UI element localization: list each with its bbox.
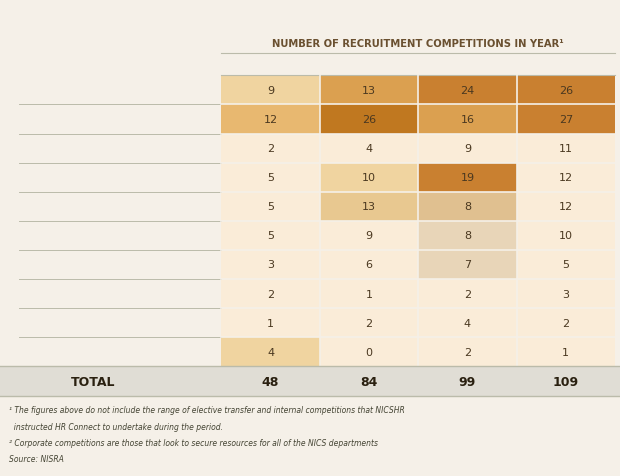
Text: 2: 2 [365,318,373,328]
Text: 48: 48 [262,375,279,388]
Text: 12: 12 [559,173,573,183]
Bar [221,250,320,279]
Text: 9: 9 [267,86,274,96]
Text: 4: 4 [365,144,373,154]
Bar [418,105,516,134]
Bar [221,308,320,337]
Bar [418,250,516,279]
Text: 1: 1 [365,289,373,299]
Text: 4: 4 [464,318,471,328]
Bar [516,337,615,367]
Bar [320,76,418,105]
Text: 84: 84 [360,375,378,388]
Text: 1: 1 [562,347,569,357]
Text: NUMBER OF RECRUITMENT COMPETITIONS IN YEAR¹: NUMBER OF RECRUITMENT COMPETITIONS IN YE… [272,39,564,49]
Bar [516,76,615,105]
Bar [516,192,615,221]
Bar [320,279,418,308]
Bar [516,250,615,279]
Bar [320,337,418,367]
Bar [418,221,516,250]
Text: Source: NISRA: Source: NISRA [9,454,64,463]
Text: 16: 16 [461,115,474,125]
Bar [221,192,320,221]
Text: 10: 10 [559,231,573,241]
Text: 5: 5 [562,260,569,270]
Text: 13: 13 [362,202,376,212]
Bar [320,221,418,250]
Text: 27: 27 [559,115,573,125]
Bar [221,76,320,105]
Bar [516,163,615,192]
Text: 26: 26 [362,115,376,125]
Text: 3: 3 [562,289,569,299]
Bar [320,308,418,337]
Text: 7: 7 [464,260,471,270]
Bar [516,308,615,337]
Bar [418,308,516,337]
Text: 11: 11 [559,144,573,154]
Bar [418,76,516,105]
Bar [418,192,516,221]
Bar [516,279,615,308]
Bar [516,221,615,250]
Text: TOTAL: TOTAL [71,375,115,388]
Text: 99: 99 [459,375,476,388]
Bar [418,163,516,192]
Text: 10: 10 [362,173,376,183]
Text: 2: 2 [464,347,471,357]
Text: 6: 6 [365,260,373,270]
Text: 5: 5 [267,231,274,241]
Text: 5: 5 [267,202,274,212]
Text: ² Corporate competitions are those that look to secure resources for all of the : ² Corporate competitions are those that … [9,438,378,447]
Text: 26: 26 [559,86,573,96]
Text: 3: 3 [267,260,274,270]
Bar [221,337,320,367]
Bar [516,134,615,163]
Bar [221,134,320,163]
Text: 13: 13 [362,86,376,96]
Text: 9: 9 [464,144,471,154]
Bar [320,192,418,221]
Bar [221,105,320,134]
Bar [221,163,320,192]
Text: 4: 4 [267,347,274,357]
Text: 2: 2 [562,318,569,328]
Text: 8: 8 [464,231,471,241]
Text: 8: 8 [464,202,471,212]
Text: 12: 12 [264,115,278,125]
Bar [0,367,620,396]
Text: 9: 9 [365,231,373,241]
Bar [320,163,418,192]
Text: 109: 109 [553,375,579,388]
Bar [320,250,418,279]
Text: 1: 1 [267,318,274,328]
Bar [418,279,516,308]
Bar [418,337,516,367]
Bar [320,134,418,163]
Text: 12: 12 [559,202,573,212]
Text: 5: 5 [267,173,274,183]
Text: 19: 19 [460,173,474,183]
Bar [418,134,516,163]
Bar [320,105,418,134]
Bar [516,105,615,134]
Text: 0: 0 [365,347,373,357]
Bar [221,221,320,250]
Text: 24: 24 [460,86,474,96]
Text: ¹ The figures above do not include the range of elective transfer and internal c: ¹ The figures above do not include the r… [9,406,405,415]
Text: 2: 2 [464,289,471,299]
Bar [221,279,320,308]
Text: 2: 2 [267,144,274,154]
Text: instructed HR Connect to undertake during the period.: instructed HR Connect to undertake durin… [9,422,223,431]
Text: 2: 2 [267,289,274,299]
